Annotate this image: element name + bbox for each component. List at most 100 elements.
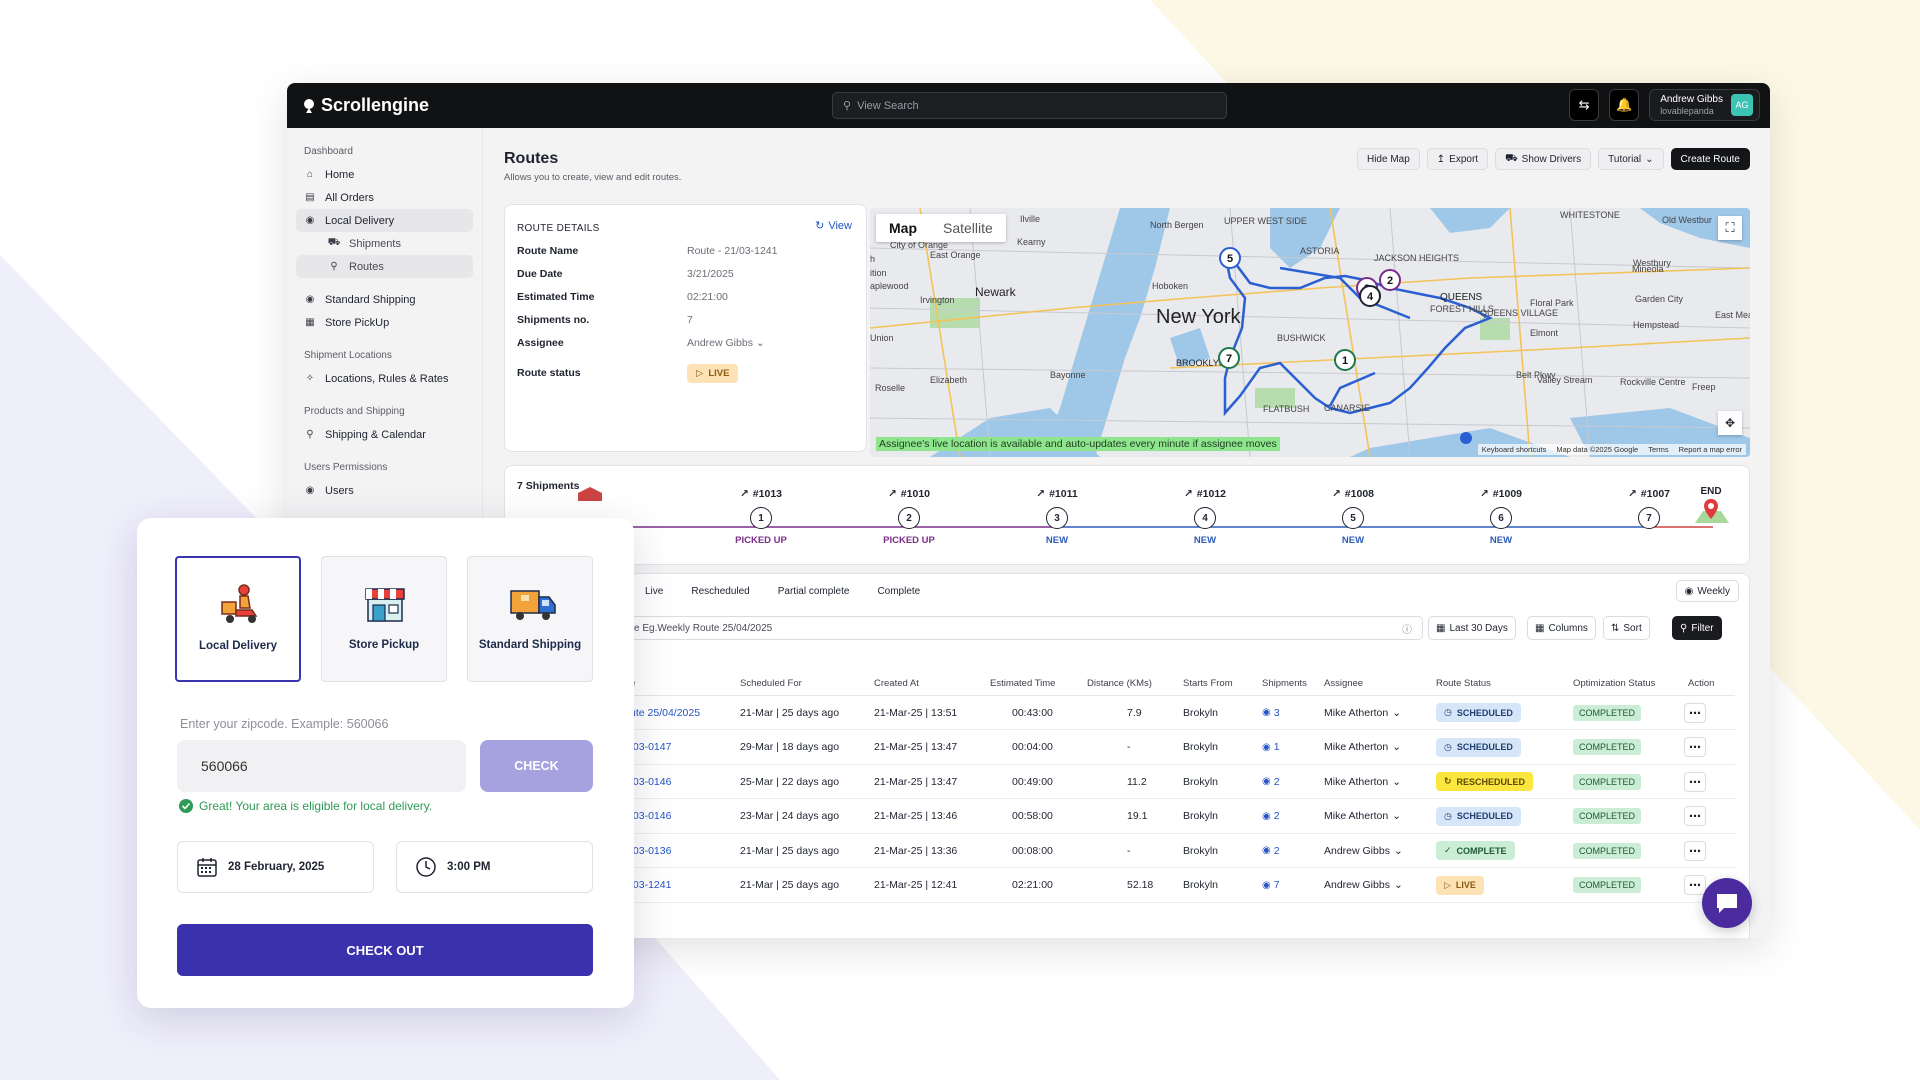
more-options-icon[interactable]: ⋯ (1684, 771, 1706, 792)
shipment-stop[interactable]: ↗ #1009 6 NEW (1441, 488, 1561, 546)
zipcode-input[interactable]: 560066 (177, 740, 466, 792)
check-button[interactable]: CHECK (480, 740, 593, 792)
column-header[interactable]: Shipments (1262, 678, 1307, 689)
logo[interactable]: Scrollengine (303, 95, 429, 116)
sidebar-item-all-orders[interactable]: ▤ All Orders (296, 186, 473, 209)
route-map[interactable]: New York Newark Hoboken BROOKLYN QUEENS ASTOR… (870, 208, 1750, 457)
more-options-icon[interactable]: ⋯ (1684, 702, 1706, 723)
tutorial-button[interactable]: Tutorial ⌄ (1598, 148, 1664, 170)
map-marker[interactable]: 1 (1334, 349, 1356, 371)
shipment-id[interactable]: ↗ #1009 (1441, 488, 1561, 500)
tab-rescheduled[interactable]: Rescheduled (691, 586, 750, 597)
date-picker[interactable]: 28 February, 2025 (177, 841, 374, 893)
column-header[interactable]: Starts From (1183, 678, 1233, 689)
route-name-link[interactable]: /03-0146 (630, 775, 672, 788)
shipment-stop[interactable]: ↗ #1013 1 PICKED UP (701, 488, 821, 546)
chat-button[interactable] (1702, 878, 1752, 928)
tab-satellite[interactable]: Satellite (943, 220, 993, 236)
map-marker[interactable]: 7 (1218, 347, 1240, 369)
shipments-count[interactable]: ◉ 2 (1262, 800, 1280, 833)
bell-icon[interactable]: 🔔 (1609, 89, 1640, 121)
assignee-select[interactable]: Mike Atherton ⌄ (1324, 765, 1401, 798)
shipment-id[interactable]: ↗ #1012 (1145, 488, 1265, 500)
assignee-select[interactable]: Mike Atherton ⌄ (1324, 696, 1401, 729)
route-search-input[interactable]: e Eg.Weekly Route 25/04/2025 ⓘ (625, 616, 1423, 640)
sidebar-item-store-pickup[interactable]: ▦ Store PickUp (296, 311, 473, 334)
shipment-id[interactable]: ↗ #1013 (701, 488, 821, 500)
columns-button[interactable]: ▦ Columns (1527, 616, 1596, 640)
sidebar-item-locations-rules-rates[interactable]: ✧ Locations, Rules & Rates (296, 367, 473, 390)
sort-button[interactable]: ⇅ Sort (1603, 616, 1650, 640)
report-link[interactable]: Report a map error (1678, 445, 1742, 454)
column-header[interactable]: Scheduled For (740, 678, 802, 689)
more-options-icon[interactable]: ⋯ (1684, 840, 1706, 861)
route-name-link[interactable]: /03-0146 (630, 810, 672, 822)
shipment-stop[interactable]: ↗ #1010 2 PICKED UP (849, 488, 969, 546)
sidebar-item-shipments[interactable]: ⛟ Shipments (296, 232, 473, 255)
shipment-id[interactable]: ↗ #1011 (997, 488, 1117, 500)
shipments-count[interactable]: ◉ 3 (1262, 696, 1280, 729)
shipment-id[interactable]: ↗ #1008 (1293, 488, 1413, 500)
route-name-link[interactable]: /03-0136 (630, 844, 672, 857)
assignee-select[interactable]: Mike Atherton ⌄ (1324, 800, 1401, 833)
view-link[interactable]: ↻ View (815, 219, 852, 233)
route-name-link[interactable]: /03-1241 (630, 879, 672, 891)
time-picker[interactable]: 3:00 PM (396, 841, 593, 893)
shipments-count[interactable]: ◉ 2 (1262, 834, 1280, 867)
table-row[interactable]: /03-1241 21-Mar | 25 days ago 21-Mar-25 | … (505, 869, 1735, 903)
column-header[interactable]: Route Status (1436, 678, 1491, 689)
sidebar-item-home[interactable]: ⌂ Home (296, 163, 473, 186)
fullscreen-icon[interactable]: ⛶ (1718, 216, 1742, 240)
sidebar-item-routes[interactable]: ⚲ Routes (296, 255, 473, 278)
shipments-count[interactable]: ◉ 7 (1262, 869, 1280, 902)
column-header[interactable]: Distance (KMs) (1087, 678, 1152, 689)
weekly-toggle[interactable]: ◉ Weekly (1675, 580, 1739, 602)
create-route-button[interactable]: Create Route (1670, 148, 1750, 170)
table-row[interactable]: /03-0136 21-Mar | 25 days ago 21-Mar-25 | … (505, 834, 1735, 868)
keyboard-shortcuts-link[interactable]: Keyboard shortcuts (1481, 445, 1547, 454)
terms-link[interactable]: Terms (1648, 445, 1669, 454)
table-row[interactable]: /03-0147 29-Mar | 18 days ago 21-Mar-25 | … (505, 731, 1735, 765)
search-input[interactable]: ⚲ View Search (832, 92, 1227, 119)
map-marker[interactable]: 2 (1379, 269, 1401, 291)
shipment-stop[interactable]: ↗ #1007 7 (1589, 488, 1709, 529)
shipment-stop[interactable]: ↗ #1011 3 NEW (997, 488, 1117, 546)
shipment-id[interactable]: ↗ #1010 (849, 488, 969, 500)
map-marker[interactable]: 4 (1359, 285, 1381, 307)
tab-partial-complete[interactable]: Partial complete (777, 586, 850, 597)
sidebar-item-standard-shipping[interactable]: ◉ Standard Shipping (296, 288, 473, 311)
route-name-link[interactable]: ute 25/04/2025 (630, 706, 701, 719)
tab-map[interactable]: Map (889, 220, 917, 236)
column-header[interactable]: Estimated Time (990, 678, 1056, 689)
filter-button[interactable]: ⚲ Filter (1672, 616, 1722, 640)
table-row[interactable]: /03-0146 25-Mar | 22 days ago 21-Mar-25 | … (505, 765, 1735, 799)
assignee-select[interactable]: Andrew Gibbs ⌄ (1324, 834, 1403, 867)
more-options-icon[interactable]: ⋯ (1684, 875, 1706, 895)
local-delivery-option[interactable]: Local Delivery (175, 556, 301, 682)
route-name-link[interactable]: /03-0147 (630, 741, 672, 753)
column-header[interactable]: Action (1688, 678, 1715, 689)
shipment-id[interactable]: ↗ #1007 (1589, 488, 1709, 500)
info-icon[interactable]: ⓘ (1402, 624, 1412, 636)
sidebar-item-users[interactable]: ◉ Users (296, 479, 473, 502)
shipments-count[interactable]: ◉ 1 (1262, 731, 1280, 764)
user-menu[interactable]: Andrew Gibbs lovablepanda AG (1649, 89, 1760, 121)
sidebar-item-local-delivery[interactable]: ◉ Local Delivery (296, 209, 473, 232)
checkout-button[interactable]: CHECK OUT (177, 924, 593, 976)
export-button[interactable]: ↥ Export (1426, 148, 1489, 170)
table-row[interactable]: /03-0146 23-Mar | 24 days ago 21-Mar-25 | … (505, 800, 1735, 834)
tab-live[interactable]: Live (645, 586, 664, 597)
more-options-icon[interactable]: ⋯ (1684, 737, 1706, 757)
show-drivers-button[interactable]: ⛟ Show Drivers (1495, 148, 1592, 170)
table-row[interactable]: ute 25/04/2025 21-Mar | 25 days ago 21-Mar… (505, 696, 1735, 730)
switch-icon[interactable]: ⇆ (1569, 89, 1600, 121)
column-header[interactable]: Created At (874, 678, 919, 689)
column-header[interactable]: Assignee (1324, 678, 1364, 689)
column-header[interactable]: Optimization Status (1573, 678, 1656, 689)
sidebar-item-shipping-calendar[interactable]: ⚲ Shipping & Calendar (296, 423, 473, 446)
map-marker[interactable]: 5 (1219, 247, 1241, 269)
assignee-select[interactable]: Andrew Gibbs ⌄ (1324, 869, 1403, 902)
shipment-stop[interactable]: ↗ #1008 5 NEW (1293, 488, 1413, 546)
more-options-icon[interactable]: ⋯ (1684, 806, 1706, 826)
shipments-count[interactable]: ◉ 2 (1262, 765, 1280, 798)
